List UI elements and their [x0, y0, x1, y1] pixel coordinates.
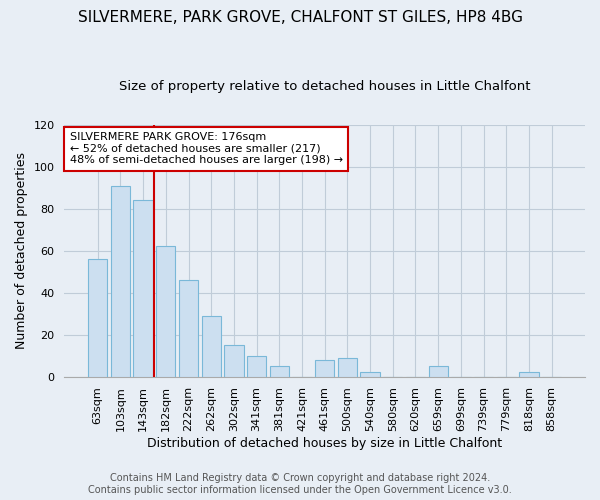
Text: SILVERMERE, PARK GROVE, CHALFONT ST GILES, HP8 4BG: SILVERMERE, PARK GROVE, CHALFONT ST GILE…: [77, 10, 523, 25]
X-axis label: Distribution of detached houses by size in Little Chalfont: Distribution of detached houses by size …: [147, 437, 502, 450]
Bar: [247, 356, 266, 376]
Bar: [428, 366, 448, 376]
Bar: [156, 246, 175, 376]
Bar: [224, 345, 244, 376]
Bar: [361, 372, 380, 376]
Title: Size of property relative to detached houses in Little Chalfont: Size of property relative to detached ho…: [119, 80, 530, 93]
Bar: [133, 200, 153, 376]
Bar: [269, 366, 289, 376]
Bar: [111, 186, 130, 376]
Bar: [202, 316, 221, 376]
Text: SILVERMERE PARK GROVE: 176sqm
← 52% of detached houses are smaller (217)
48% of : SILVERMERE PARK GROVE: 176sqm ← 52% of d…: [70, 132, 343, 166]
Bar: [88, 259, 107, 376]
Bar: [315, 360, 334, 376]
Bar: [179, 280, 198, 376]
Y-axis label: Number of detached properties: Number of detached properties: [15, 152, 28, 349]
Bar: [338, 358, 357, 376]
Bar: [520, 372, 539, 376]
Text: Contains HM Land Registry data © Crown copyright and database right 2024.
Contai: Contains HM Land Registry data © Crown c…: [88, 474, 512, 495]
